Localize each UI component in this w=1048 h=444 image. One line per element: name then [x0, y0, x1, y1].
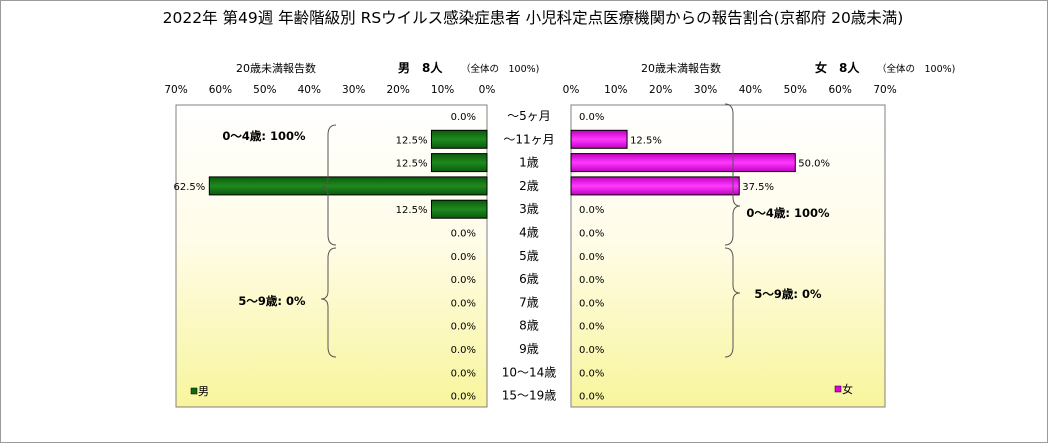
male-plot-area	[175, 104, 488, 408]
category-label: 3歳	[519, 202, 539, 216]
female-data-label: 0.0%	[579, 368, 604, 379]
male-header-share: （全体の 100%)	[461, 63, 539, 75]
female-data-label: 0.0%	[579, 298, 604, 309]
female-bar	[570, 153, 796, 173]
female-axis-tick: 10%	[604, 84, 627, 96]
female-data-label: 0.0%	[579, 252, 604, 263]
male-header-count-label: 20歳未満報告数	[236, 62, 316, 75]
category-label: 2歳	[519, 179, 539, 193]
category-label: ～5ヶ月	[507, 109, 551, 123]
female-legend-label: 女	[842, 382, 853, 396]
male-data-label: 12.5%	[396, 135, 428, 146]
male-axis-tick: 40%	[298, 84, 321, 96]
female-axis-tick: 20%	[649, 84, 672, 96]
male-bar	[430, 129, 488, 149]
male-brace-0-4	[320, 124, 337, 246]
male-data-label: 62.5%	[174, 182, 206, 193]
male-group-5-9-label: 5～9歳: 0%	[238, 294, 306, 308]
female-data-label: 0.0%	[579, 205, 604, 216]
group-braces	[320, 103, 741, 358]
male-axis-tick: 10%	[431, 84, 454, 96]
male-axis-tick: 70%	[164, 84, 187, 96]
male-axis-tick: 30%	[342, 84, 365, 96]
category-label: 8歳	[519, 319, 539, 333]
female-axis-tick: 40%	[739, 84, 762, 96]
male-data-label: 0.0%	[451, 298, 476, 309]
category-label: 10～14歳	[502, 365, 557, 379]
chart-title: 2022年 第49週 年齢階級別 RSウイルス感染症患者 小児科定点医療機関から…	[163, 9, 904, 27]
female-axis-tick: 30%	[694, 84, 717, 96]
category-label: 4歳	[519, 226, 539, 240]
female-brace-5-9	[724, 247, 741, 358]
female-data-label: 0.0%	[579, 112, 604, 123]
data-labels: 0.0% 0.0% 12.5% 12.5% 12.5% 50.0% 62.5% 37.5% 12…	[174, 112, 831, 403]
male-header-total: 男 8人	[398, 60, 443, 75]
male-bar	[430, 199, 488, 219]
female-header-total: 女 8人	[815, 60, 860, 75]
female-data-label: 0.0%	[579, 345, 604, 356]
bars	[208, 129, 796, 219]
female-data-label: 50.0%	[798, 159, 830, 170]
category-labels: ～5ヶ月 ～11ヶ月 1歳 2歳 3歳 4歳 5歳 6歳 7歳 8歳 9歳 10～14歳 15～19歳	[502, 109, 557, 403]
female-data-label: 0.0%	[579, 392, 604, 403]
male-data-label: 0.0%	[451, 392, 476, 403]
category-label: 5歳	[519, 249, 539, 263]
female-bar	[570, 129, 628, 149]
female-brace-0-4	[724, 103, 741, 246]
female-header-share: （全体の 100%)	[877, 63, 955, 75]
male-group-0-4-label: 0～4歳: 100%	[222, 129, 306, 143]
category-label: 1歳	[519, 156, 539, 170]
male-data-label: 12.5%	[396, 205, 428, 216]
male-axis-tick: 20%	[386, 84, 409, 96]
male-data-label: 0.0%	[451, 252, 476, 263]
axis-ticks: 70% 60% 50% 40% 30% 20% 10% 0% 0% 10% 20% 30% 40% 50%…	[164, 84, 896, 96]
category-label: 15～19歳	[502, 389, 557, 403]
male-axis-tick: 60%	[209, 84, 232, 96]
female-bar	[570, 176, 740, 196]
female-axis-tick: 0%	[563, 84, 580, 96]
female-data-label: 12.5%	[630, 135, 662, 146]
female-axis-tick: 50%	[784, 84, 807, 96]
male-legend-swatch	[190, 387, 198, 395]
male-axis-tick: 50%	[253, 84, 276, 96]
male-data-label: 0.0%	[451, 345, 476, 356]
female-axis-tick: 70%	[873, 84, 896, 96]
female-group-5-9-label: 5～9歳: 0%	[754, 287, 822, 301]
category-label: 6歳	[519, 272, 539, 286]
female-group-0-4-label: 0～4歳: 100%	[746, 206, 830, 220]
category-label: 7歳	[519, 295, 539, 309]
female-data-label: 0.0%	[579, 322, 604, 333]
male-data-label: 12.5%	[396, 159, 428, 170]
male-data-label: 0.0%	[451, 368, 476, 379]
male-bar	[430, 153, 488, 173]
male-brace-5-9	[320, 247, 337, 358]
male-data-label: 0.0%	[451, 229, 476, 240]
category-label: 9歳	[519, 342, 539, 356]
female-data-label: 0.0%	[579, 229, 604, 240]
female-axis-tick: 60%	[828, 84, 851, 96]
female-data-label: 0.0%	[579, 275, 604, 286]
female-header-count-label: 20歳未満報告数	[641, 62, 721, 75]
category-label: ～11ヶ月	[503, 132, 554, 146]
male-legend-label: 男	[198, 385, 209, 398]
female-data-label: 37.5%	[742, 182, 774, 193]
female-plot-area	[570, 104, 886, 408]
male-data-label: 0.0%	[451, 112, 476, 123]
male-data-label: 0.0%	[451, 275, 476, 286]
male-axis-tick: 0%	[479, 84, 496, 96]
female-legend-swatch	[834, 385, 842, 393]
male-data-label: 0.0%	[451, 322, 476, 333]
male-bar	[208, 176, 488, 196]
